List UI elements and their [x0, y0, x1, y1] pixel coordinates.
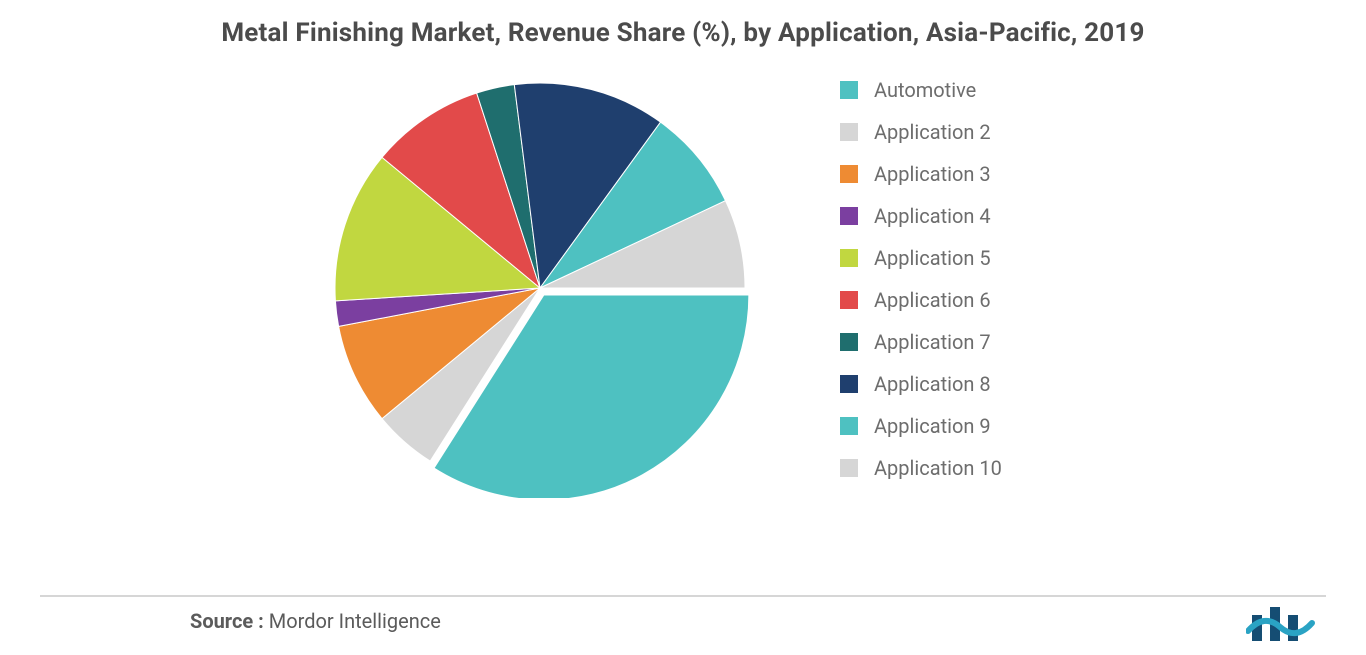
- legend-label: Application 5: [874, 246, 991, 270]
- footer: Source : Mordor Intelligence: [0, 595, 1366, 655]
- legend-label: Application 8: [874, 372, 991, 396]
- source-line: Source : Mordor Intelligence: [190, 609, 441, 633]
- legend-item: Automotive: [840, 78, 1002, 102]
- legend-label: Application 4: [874, 204, 991, 228]
- legend-item: Application 3: [840, 162, 1002, 186]
- legend-swatch: [840, 459, 858, 477]
- brand-logo-icon: [1246, 601, 1316, 645]
- legend: Automotive Application 2 Application 3 Appl…: [840, 78, 1002, 498]
- legend-item: Application 8: [840, 372, 1002, 396]
- legend-label: Application 7: [874, 330, 991, 354]
- legend-label: Application 6: [874, 288, 991, 312]
- legend-swatch: [840, 165, 858, 183]
- source-text: Mordor Intelligence: [269, 609, 441, 633]
- pie-chart: [330, 78, 750, 498]
- legend-item: Application 2: [840, 120, 1002, 144]
- source-label: Source :: [190, 609, 264, 633]
- legend-label: Application 2: [874, 120, 991, 144]
- legend-swatch: [840, 81, 858, 99]
- legend-swatch: [840, 417, 858, 435]
- legend-item: Application 7: [840, 330, 1002, 354]
- legend-label: Application 9: [874, 414, 991, 438]
- legend-item: Application 5: [840, 246, 1002, 270]
- legend-label: Application 10: [874, 456, 1002, 480]
- legend-swatch: [840, 375, 858, 393]
- legend-label: Application 3: [874, 162, 991, 186]
- legend-item: Application 10: [840, 456, 1002, 480]
- legend-item: Application 9: [840, 414, 1002, 438]
- legend-item: Application 4: [840, 204, 1002, 228]
- chart-title: Metal Finishing Market, Revenue Share (%…: [0, 0, 1366, 48]
- legend-swatch: [840, 249, 858, 267]
- legend-swatch: [840, 333, 858, 351]
- legend-label: Automotive: [874, 78, 976, 102]
- chart-area: Automotive Application 2 Application 3 Appl…: [0, 48, 1366, 548]
- legend-swatch: [840, 291, 858, 309]
- legend-item: Application 6: [840, 288, 1002, 312]
- legend-swatch: [840, 123, 858, 141]
- footer-divider: [40, 595, 1326, 597]
- legend-swatch: [840, 207, 858, 225]
